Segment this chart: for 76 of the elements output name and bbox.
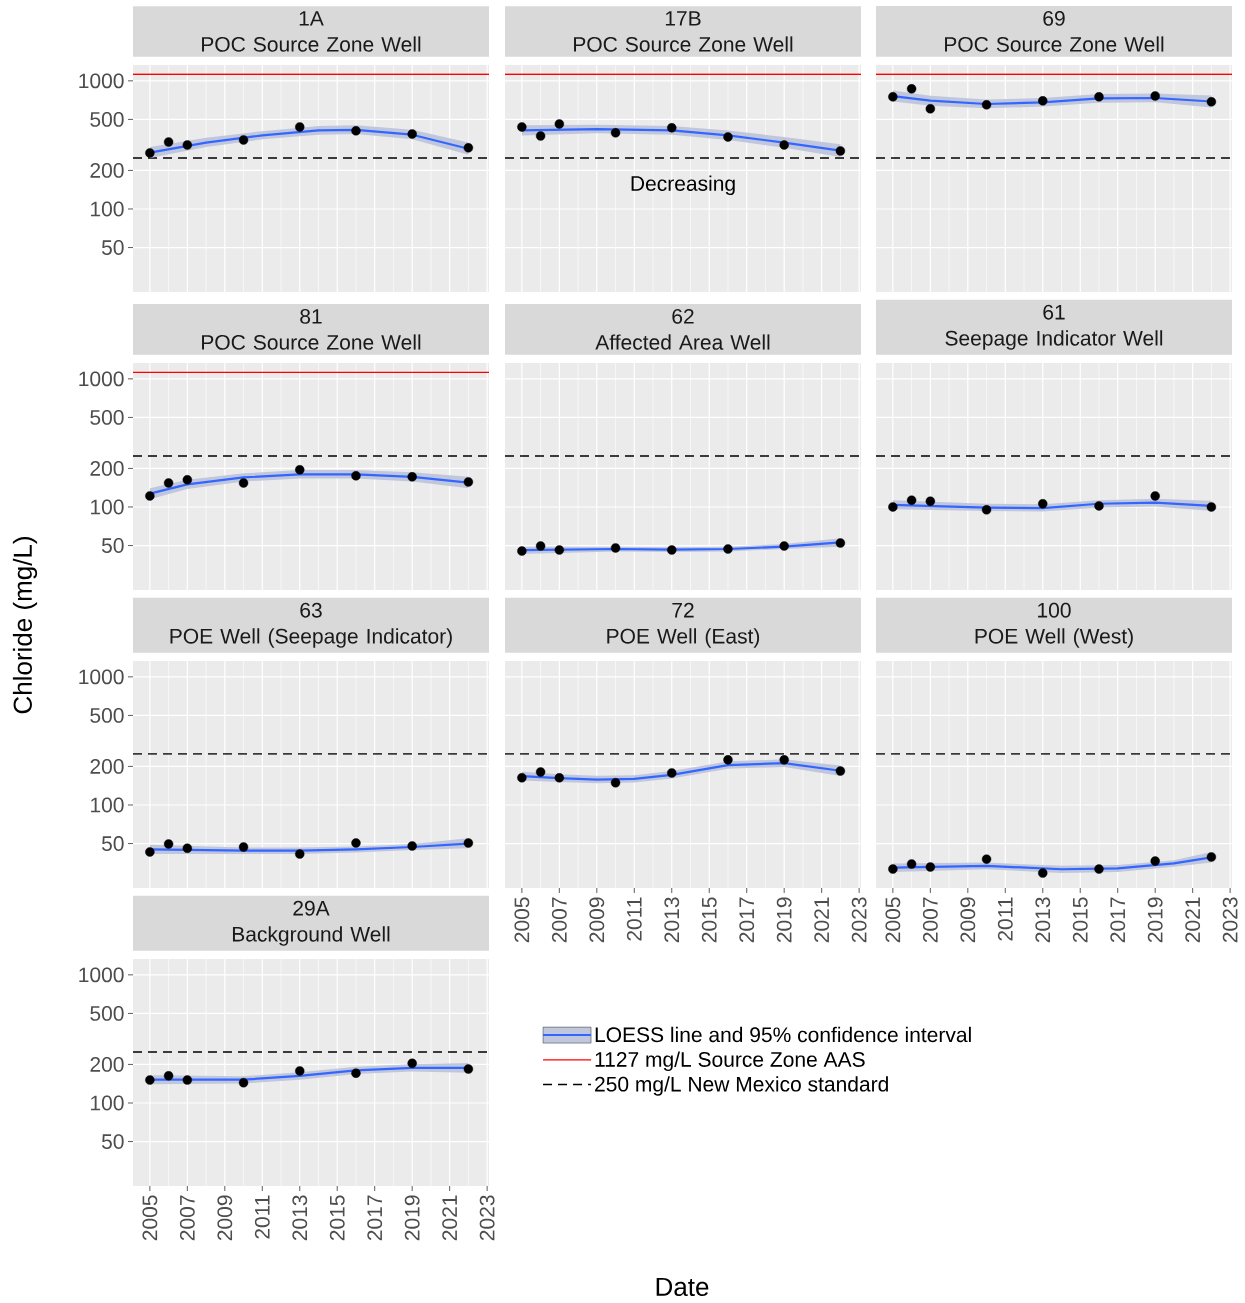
chart-subtitle: POC Source Zone Well (945, 36, 1164, 52)
chart-title: 100 (1038, 602, 1071, 618)
x-tick-label: 2011 (626, 897, 642, 941)
x-tick-label: 2019 (776, 897, 792, 943)
legend-label: 250 mg/L New Mexico standard (595, 1076, 888, 1096)
x-tick-label: 2017 (739, 897, 755, 943)
chart-title: 69 (1043, 10, 1065, 26)
y-tick-label: 1000 (79, 73, 124, 89)
chart-title: 1A (299, 11, 324, 26)
x-tick-label: 2023 (1222, 897, 1238, 943)
y-tick-label: 200 (90, 1056, 124, 1072)
y-tick-label: 100 (91, 499, 124, 515)
legend-label: LOESS line and 95% confidence interval (595, 1026, 971, 1043)
x-tick-label: 2007 (922, 897, 938, 943)
x-tick-label: 2017 (367, 1195, 383, 1241)
chart-title: 63 (300, 602, 322, 618)
x-tick-label: 2005 (142, 1195, 158, 1241)
y-tick-label: 200 (90, 460, 124, 476)
y-tick-label: 500 (90, 111, 124, 127)
x-tick-label: 2005 (514, 897, 530, 943)
x-tick-label: 2021 (814, 897, 830, 943)
x-tick-label: 2011 (997, 897, 1013, 941)
chart-subtitle: POE Well (East) (607, 628, 760, 648)
x-tick-label: 2021 (442, 1195, 458, 1241)
x-tick-label: 2009 (217, 1195, 233, 1241)
chart-title: 81 (300, 308, 322, 324)
x-tick-label: 2015 (1072, 897, 1088, 943)
chart-subtitle: POC Source Zone Well (202, 36, 421, 52)
y-tick-label: 50 (101, 240, 124, 255)
x-tick-label: 2013 (664, 897, 680, 943)
x-tick-label: 2011 (254, 1195, 270, 1239)
chart-subtitle: Seepage Indicator Well (945, 330, 1163, 350)
x-tick-label: 2021 (1185, 897, 1201, 943)
y-tick-label: 500 (90, 409, 124, 425)
x-tick-label: 2017 (1110, 897, 1126, 943)
x-tick-label: 2007 (179, 1195, 195, 1241)
y-tick-label: 1000 (79, 371, 124, 387)
x-tick-label: 2009 (960, 897, 976, 943)
y-tick-label: 50 (101, 1134, 124, 1149)
x-tick-label: 2005 (885, 897, 901, 943)
y-tick-label: 500 (90, 1005, 124, 1021)
text: 1127 mg/L Source Zone AAS (595, 1051, 865, 1072)
annotation: Decreasing (631, 175, 735, 196)
y-tick-label: 200 (90, 162, 124, 178)
x-tick-label: 2007 (551, 897, 567, 943)
y-tick-label: 100 (91, 1095, 124, 1111)
chart-subtitle: POC Source Zone Well (202, 334, 421, 350)
chart-subtitle: Affected Area Well (595, 334, 770, 350)
chart-title: 62 (672, 308, 694, 324)
x-tick-label: 2009 (589, 897, 605, 943)
chart-title: 17B (665, 11, 701, 26)
chart-title: 61 (1043, 304, 1065, 320)
x-axis-title: Date (656, 1277, 709, 1297)
x-tick-label: 2015 (701, 897, 717, 943)
x-tick-label: 2015 (329, 1195, 345, 1241)
x-tick-label: 2023 (479, 1195, 495, 1241)
x-tick-label: 2019 (404, 1195, 420, 1241)
chart-title: 72 (672, 602, 694, 618)
y-tick-label: 100 (91, 201, 124, 217)
y-tick-label: 50 (101, 538, 124, 553)
y-tick-label: 500 (90, 707, 124, 723)
y-tick-label: 1000 (79, 669, 124, 685)
chart-title: 29A (293, 900, 330, 916)
y-tick-label: 1000 (79, 967, 124, 983)
y-tick-label: 100 (91, 797, 124, 813)
y-tick-label: 50 (101, 836, 124, 851)
y-axis-title: Chloride (mg/L) (12, 537, 38, 714)
x-tick-label: 2019 (1147, 897, 1163, 943)
chart-subtitle: POC Source Zone Well (574, 36, 793, 52)
x-tick-label: 2023 (851, 897, 867, 943)
x-tick-label: 2013 (292, 1195, 308, 1241)
chart-subtitle: POE Well (West) (975, 628, 1133, 648)
chart-subtitle: Background Well (232, 926, 390, 946)
chart-subtitle: POE Well (Seepage Indicator) (170, 628, 452, 648)
y-tick-label: 200 (90, 758, 124, 774)
x-tick-label: 2013 (1035, 897, 1051, 943)
